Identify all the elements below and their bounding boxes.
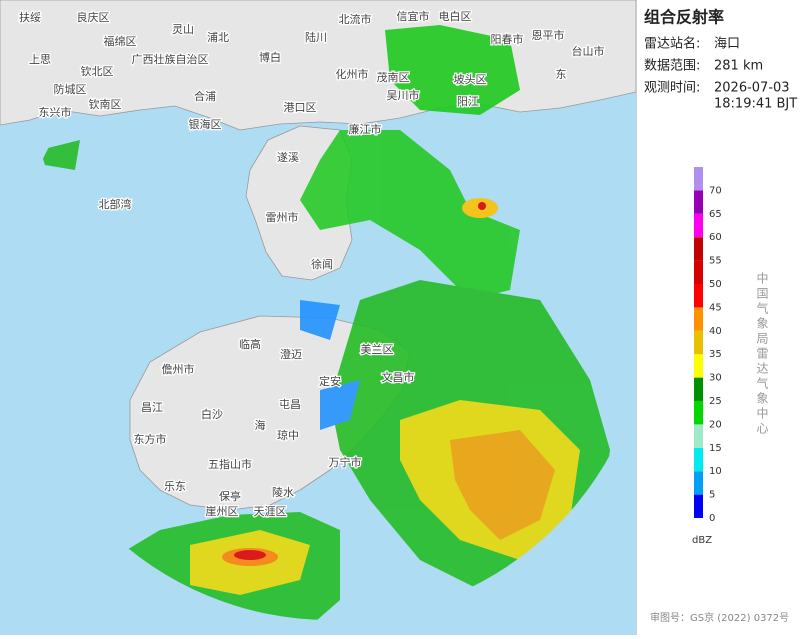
place-label: 临高 — [239, 337, 261, 351]
legend-tick-label: 50 — [709, 279, 722, 290]
place-label: 儋州市 — [162, 362, 195, 376]
place-label: 银海区 — [189, 117, 222, 131]
place-label: 信宜市 — [397, 9, 430, 23]
place-label: 台山市 — [572, 44, 605, 58]
legend-tick-label: 70 — [709, 185, 722, 196]
place-label: 港口区 — [284, 101, 317, 114]
place-label: 北流市 — [339, 12, 372, 26]
place-label: 东 — [556, 68, 567, 81]
legend-band — [694, 447, 703, 472]
place-label: 雷州市 — [266, 210, 299, 224]
legend-tick-label: 25 — [709, 396, 722, 407]
place-label: 钦北区 — [81, 65, 114, 78]
station: 海口 — [714, 37, 740, 52]
place-label: 北部湾 — [99, 197, 132, 211]
place-label: 茂南区 — [377, 70, 410, 84]
legend-unit: dBZ — [692, 535, 712, 546]
place-label: 浦北 — [207, 31, 229, 44]
station-label: 雷达站名: — [644, 36, 700, 52]
legend-tick-label: 35 — [709, 349, 722, 360]
place-label: 廉江市 — [349, 122, 382, 136]
legend-band — [694, 167, 703, 191]
place-label: 昌江 — [141, 401, 163, 414]
place-label: 崖州区 — [206, 505, 239, 518]
place-label: 五指山市 — [208, 457, 252, 471]
place-label: 美兰区 — [361, 343, 394, 356]
place-label: 乐东 — [164, 480, 186, 493]
legend-tick-label: 20 — [709, 419, 722, 430]
legend-band — [694, 213, 703, 238]
place-label: 陆川 — [305, 30, 327, 44]
place-label: 吴川市 — [387, 88, 420, 102]
legend-band — [694, 237, 703, 261]
legend-tick-label: 65 — [709, 209, 722, 220]
place-label: 琼中 — [277, 428, 299, 442]
place-label: 合浦 — [194, 89, 216, 103]
range: 281 km — [714, 59, 763, 74]
place-label: 澄迈 — [280, 347, 302, 361]
legend-band — [694, 260, 703, 284]
place-label: 白沙 — [201, 407, 223, 421]
place-label: 定安 — [319, 374, 341, 388]
place-label: 钦南区 — [89, 98, 122, 111]
legend-tick-label: 60 — [709, 232, 722, 243]
place-label: 防城区 — [54, 82, 87, 96]
place-label: 上思 — [29, 53, 51, 66]
legend-band — [694, 307, 703, 331]
place-label: 坡头区 — [454, 73, 487, 86]
legend-band — [694, 471, 703, 495]
place-label: 屯昌 — [279, 398, 301, 411]
place-label: 化州市 — [336, 67, 369, 81]
place-label: 海 — [255, 418, 266, 432]
place-label: 阳江 — [457, 95, 479, 108]
place-label: 保亭 — [219, 489, 241, 503]
legend-band — [694, 494, 703, 518]
place-label: 良庆区 — [77, 10, 110, 24]
place-label: 福绵区 — [104, 34, 137, 48]
info-panel — [637, 0, 800, 635]
place-label: 东兴市 — [39, 105, 72, 119]
legend-tick-label: 30 — [709, 373, 722, 384]
place-label: 恩平市 — [532, 28, 565, 42]
place-label: 陵水 — [272, 486, 294, 499]
panel-title: 组合反射率 — [644, 8, 724, 27]
place-label: 博白 — [259, 50, 281, 64]
legend-tick-label: 15 — [709, 443, 722, 454]
place-label: 万宁市 — [329, 455, 362, 469]
date: 2026-07-03 — [714, 81, 790, 96]
legend-tick-label: 0 — [709, 513, 715, 524]
place-label: 徐闻 — [311, 257, 333, 271]
legend-band — [694, 190, 703, 214]
credit: 中国气象局雷达气象中心 — [755, 271, 769, 437]
legend-tick-label: 5 — [709, 490, 715, 501]
place-label: 广西壮族自治区 — [132, 52, 209, 66]
place-label: 遂溪 — [277, 150, 299, 164]
legend: 0 5 10 15 20 25 30 35 40 45 50 55 60 65 70 — [694, 167, 722, 524]
legend-tick-label: 40 — [709, 326, 722, 337]
legend-tick-label: 55 — [709, 256, 722, 267]
place-label: 灵山 — [172, 23, 194, 36]
place-label: 文昌市 — [382, 370, 415, 384]
place-label: 电白区 — [439, 9, 472, 23]
approval: 审图号：GS京 (2022) 0372号 — [650, 611, 789, 624]
legend-band — [694, 354, 703, 378]
time-label: 观测时间: — [644, 81, 700, 96]
legend-band — [694, 330, 703, 355]
legend-band — [694, 284, 703, 308]
legend-tick-label: 10 — [709, 466, 722, 477]
place-label: 阳春市 — [491, 32, 524, 46]
legend-tick-label: 45 — [709, 302, 722, 313]
legend-band — [694, 377, 703, 401]
time: 18:19:41 BJT — [714, 97, 797, 112]
place-label: 东方市 — [134, 432, 167, 446]
legend-band — [694, 401, 703, 425]
legend-band — [694, 424, 703, 448]
place-label: 扶绥 — [19, 10, 41, 24]
range-label: 数据范围: — [644, 59, 700, 74]
place-label: 天涯区 — [254, 504, 287, 518]
